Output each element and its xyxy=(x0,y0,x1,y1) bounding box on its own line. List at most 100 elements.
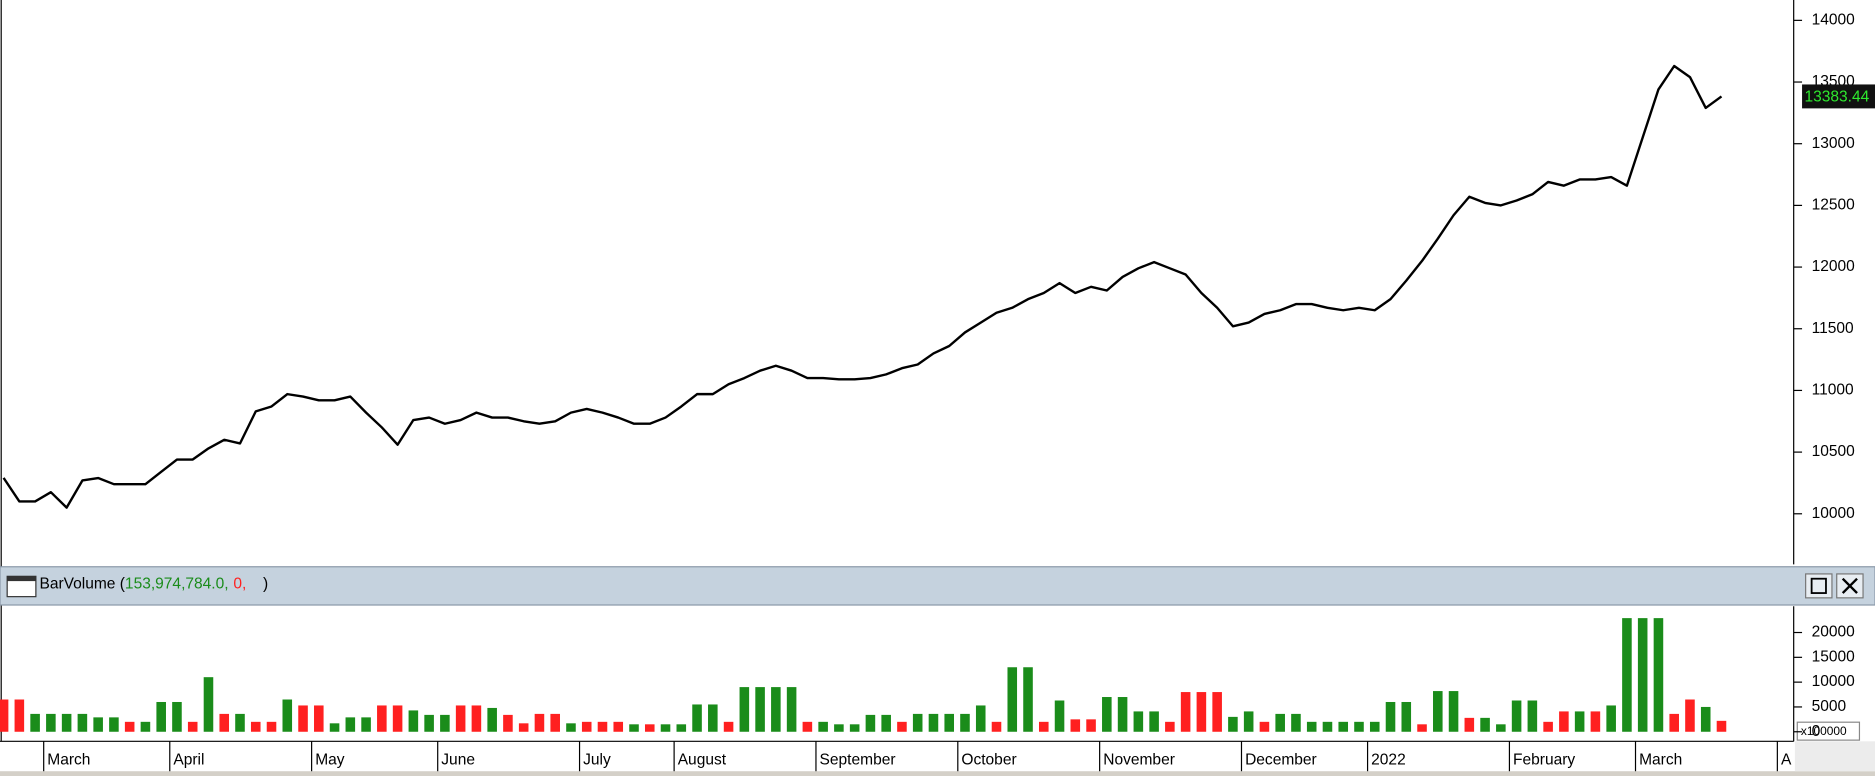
volume-bar xyxy=(834,724,844,732)
volume-bar xyxy=(1448,691,1459,732)
volume-bar xyxy=(755,687,765,732)
volume-bar xyxy=(124,721,135,732)
bottom-strip xyxy=(0,771,1875,776)
volume-bar xyxy=(1338,721,1349,732)
volume-bar xyxy=(345,717,356,732)
volume-bar xyxy=(865,714,876,732)
y-tick-label: 14000 xyxy=(1812,11,1856,28)
volume-bar xyxy=(1716,720,1727,732)
volume-bar xyxy=(487,707,497,732)
volume-bar xyxy=(1527,700,1538,732)
volume-bar xyxy=(991,721,1002,732)
button-frame[interactable] xyxy=(1805,573,1833,599)
volume-bar xyxy=(1149,711,1159,732)
volume-bar xyxy=(1464,717,1475,732)
volume-bar xyxy=(250,721,261,732)
maximize-button[interactable] xyxy=(1805,573,1833,599)
volume-bar xyxy=(1243,711,1254,732)
volume-bar xyxy=(1102,697,1112,732)
volume-bar xyxy=(1165,721,1175,732)
volume-bar xyxy=(140,721,151,732)
header-value: 0, xyxy=(233,576,246,593)
volume-bar xyxy=(1117,697,1128,732)
volume-bar xyxy=(518,723,529,732)
header-close: ) xyxy=(263,576,268,593)
y-tick-label: 15000 xyxy=(1812,648,1856,665)
volume-bar xyxy=(1354,721,1364,732)
volume-bar xyxy=(1054,700,1065,732)
volume-bar xyxy=(440,714,450,732)
volume-bar xyxy=(1212,692,1222,732)
volume-bar xyxy=(1480,717,1490,732)
volume-bar xyxy=(550,713,560,732)
volume-bar xyxy=(676,724,687,732)
volume-bar xyxy=(77,713,88,732)
x-tick-label: December xyxy=(1245,752,1317,769)
volume-bar xyxy=(1685,699,1695,732)
indicator-name: BarVolume ( xyxy=(39,576,125,593)
volume-bar xyxy=(660,724,671,732)
volume-bar xyxy=(471,705,482,732)
volume-bar xyxy=(1322,721,1333,732)
y-tick-label: 13000 xyxy=(1812,135,1856,152)
volume-bar xyxy=(203,677,214,732)
maximize-icon[interactable] xyxy=(1810,577,1827,594)
volume-bar xyxy=(1275,713,1285,732)
y-tick-label: 5000 xyxy=(1812,698,1847,715)
price-line xyxy=(2,64,1723,509)
x-tick-label: February xyxy=(1513,752,1575,769)
volume-bar xyxy=(30,713,40,732)
volume-bar xyxy=(1511,700,1522,732)
volume-bar xyxy=(314,705,324,732)
volume-bar xyxy=(644,724,655,732)
volume-bar xyxy=(1543,721,1553,732)
close-button[interactable] xyxy=(1836,573,1864,599)
volume-bar xyxy=(960,713,970,732)
volume-bar xyxy=(723,721,734,732)
close-icon[interactable] xyxy=(1841,577,1858,594)
pane-icon-bar xyxy=(7,576,36,582)
volume-bar xyxy=(503,714,513,732)
volume-bar xyxy=(1023,667,1033,732)
y-tick-label: 11500 xyxy=(1812,320,1854,337)
volume-bar xyxy=(613,721,624,732)
y-tick-label: 10000 xyxy=(1812,673,1856,690)
x-tick-label: September xyxy=(820,752,896,769)
volume-bar xyxy=(219,713,230,732)
volume-bar xyxy=(1496,724,1506,732)
volume-bar xyxy=(1180,692,1191,732)
volume-bar xyxy=(455,705,466,732)
header-value: 153,974,784.0, xyxy=(125,576,229,593)
x-tick-label: March xyxy=(1639,752,1682,769)
volume-bar xyxy=(377,705,387,732)
current-value-label: 13383.44 xyxy=(1804,89,1869,106)
volume-bar xyxy=(566,723,576,732)
volume-bar xyxy=(786,687,797,732)
volume-bar xyxy=(408,710,419,732)
volume-bar xyxy=(881,714,891,732)
volume-bar xyxy=(1433,691,1443,732)
volume-bar xyxy=(581,721,592,732)
volume-bar xyxy=(109,717,119,732)
volume-bar xyxy=(708,704,718,732)
volume-bar xyxy=(156,701,166,732)
volume-bar xyxy=(1038,721,1049,732)
volume-bar xyxy=(597,721,608,732)
volume-bar xyxy=(235,713,245,732)
volume-bar xyxy=(0,699,9,732)
volume-bar xyxy=(1369,721,1380,732)
corner xyxy=(1794,741,1875,772)
volume-bar xyxy=(1070,719,1081,732)
volume-bar xyxy=(424,714,434,732)
header-text: BarVolume (153,974,784.0, 0,) xyxy=(39,576,268,593)
volume-bar xyxy=(1669,713,1679,732)
x-tick-label: June xyxy=(441,752,475,769)
volume-bar xyxy=(1385,701,1396,732)
unit-label: x100000 xyxy=(1801,724,1847,738)
volume-bar xyxy=(912,713,923,732)
volume-bar xyxy=(1133,711,1144,732)
volume-bar xyxy=(629,724,639,732)
y-tick-label: 12500 xyxy=(1812,197,1856,214)
